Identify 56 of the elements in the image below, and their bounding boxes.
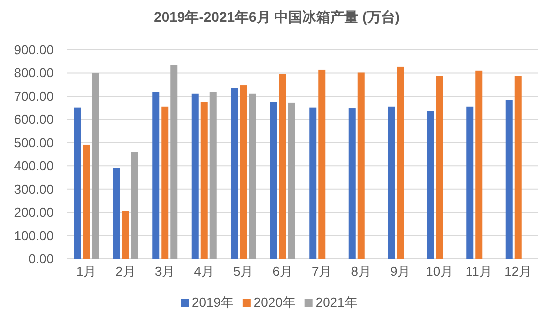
- y-tick-label: 0.00: [28, 252, 54, 266]
- bar: [466, 106, 474, 259]
- x-tick-label: 10月: [426, 264, 454, 279]
- bar: [152, 92, 160, 259]
- bar: [436, 76, 444, 259]
- y-tick-label: 300.00: [14, 182, 54, 197]
- y-tick-label: 500.00: [14, 135, 54, 150]
- y-tick-label: 700.00: [14, 88, 54, 104]
- bar: [240, 86, 248, 259]
- x-tick-label: 2月: [116, 264, 136, 279]
- bar: [476, 70, 483, 259]
- bar: [427, 111, 434, 259]
- bar: [200, 102, 208, 259]
- y-tick-label: 600.00: [14, 112, 54, 128]
- bar: [397, 66, 404, 259]
- bar: [162, 106, 169, 259]
- x-tick-label: 3月: [155, 264, 176, 279]
- y-tick-label: 800.00: [14, 66, 54, 81]
- x-tick-label: 5月: [234, 264, 254, 279]
- bar: [92, 72, 100, 259]
- x-tick-label: 1月: [76, 264, 97, 279]
- x-tick-label: 11月: [466, 264, 492, 279]
- bar: [210, 92, 217, 259]
- bar: [192, 94, 199, 259]
- y-tick-label: 200.00: [14, 205, 54, 220]
- x-tick-label: 9月: [390, 264, 411, 279]
- bar: [83, 144, 90, 259]
- bar: [113, 168, 120, 259]
- chart-title: 2019年-2021年6月 中国冰箱产量 (万台): [154, 9, 400, 25]
- bar: [358, 72, 365, 259]
- bar: [506, 100, 513, 259]
- bar: [310, 108, 317, 259]
- x-tick-label: 8月: [351, 264, 372, 279]
- bar: [122, 211, 130, 259]
- x-tick-label: 12月: [504, 264, 532, 279]
- bar: [231, 88, 238, 259]
- bar: [170, 65, 178, 259]
- legend-label: 2021年: [316, 295, 358, 310]
- bar: [388, 106, 396, 259]
- y-tick-label: 100.00: [14, 228, 54, 244]
- bar: [288, 102, 296, 259]
- x-tick-label: 4月: [194, 264, 214, 279]
- bar: [348, 108, 356, 259]
- y-tick-label: 900.00: [14, 42, 54, 58]
- bar: [270, 102, 278, 259]
- bar: [318, 70, 326, 259]
- bar: [74, 108, 82, 259]
- legend-label: 2019年: [192, 295, 234, 310]
- y-tick-label: 400.00: [14, 158, 54, 174]
- x-tick-label: 6月: [272, 264, 293, 279]
- bar: [249, 94, 256, 259]
- bar: [279, 74, 286, 259]
- bar: [131, 152, 138, 259]
- legend-label: 2020年: [254, 295, 296, 310]
- x-tick-label: 7月: [312, 264, 332, 279]
- bar: [514, 76, 522, 259]
